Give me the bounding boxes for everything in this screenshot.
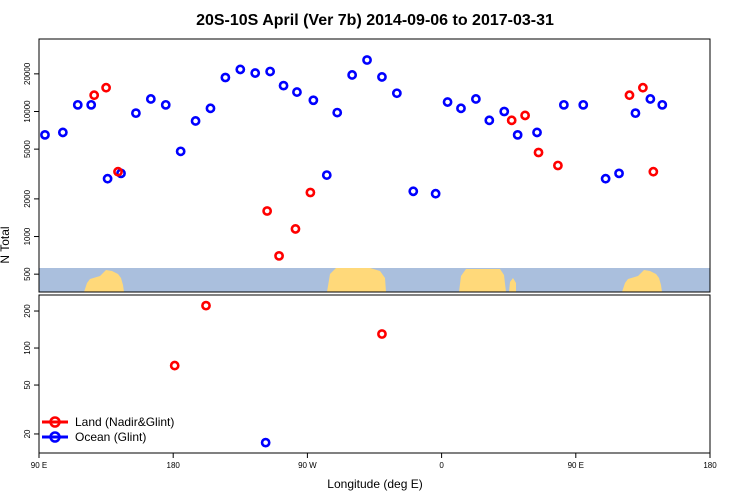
ocean-point [72, 99, 83, 110]
top-y-tick-label: 1000 [23, 227, 32, 245]
ocean-point [292, 87, 302, 97]
map-land-3 [509, 278, 516, 292]
ocean-point [321, 170, 332, 180]
ocean-point [600, 173, 611, 184]
ocean-point [220, 72, 231, 83]
chart-title: 20S-10S April (Ver 7b) 2014-09-06 to 201… [196, 12, 554, 29]
top-y-tick-label: 20000 [23, 62, 32, 85]
land-point [274, 250, 284, 261]
ocean-point [278, 80, 289, 91]
land-point-lower [377, 329, 387, 339]
legend-land-label: Land (Nadir&Glint) [75, 415, 174, 429]
x-axis: 90 E 180 90 W 0 90 E 180 [31, 453, 717, 470]
ocean-point [484, 115, 495, 126]
land-point [305, 187, 316, 198]
land-point [648, 166, 659, 177]
ocean-point [160, 99, 171, 110]
ocean-point [408, 186, 419, 197]
x-tick-label: 180 [703, 461, 717, 470]
ocean-point [131, 108, 141, 119]
bottom-y-tick-label: 200 [23, 304, 32, 318]
top-y-tick-label: 5000 [23, 140, 32, 158]
ocean-point [332, 107, 343, 118]
ocean-point [205, 103, 216, 114]
y-axis-label: N Total [0, 226, 12, 263]
legend-land-marker [49, 416, 61, 428]
land-point [113, 166, 123, 177]
ocean-point [175, 146, 186, 157]
ocean-point [470, 94, 481, 104]
ocean-point [442, 97, 453, 107]
ocean-point [308, 95, 319, 106]
ocean-point [190, 116, 201, 126]
x-tick-label: 90 E [568, 461, 584, 470]
data-points [40, 55, 668, 448]
x-tick-label: 90 W [298, 461, 317, 470]
bottom-y-tick-label: 100 [23, 341, 32, 355]
map-land-4 [622, 270, 662, 292]
ocean-point [235, 64, 246, 75]
land-point-lower [169, 360, 180, 371]
top-y-tick-label: 500 [23, 267, 32, 281]
ocean-point [499, 106, 510, 117]
land-point [201, 300, 211, 311]
bottom-y-tick-label: 50 [23, 380, 32, 389]
ocean-point [86, 99, 97, 110]
land-point [101, 82, 111, 93]
ocean-point [145, 94, 156, 104]
ocean-point [265, 66, 276, 77]
ocean-point [512, 129, 523, 140]
ocean-point [391, 88, 402, 99]
x-tick-label: 180 [167, 461, 181, 470]
x-tick-label: 90 E [31, 461, 47, 470]
land-point [533, 147, 544, 158]
land-point [520, 110, 531, 121]
land-point [553, 160, 563, 171]
x-tick-label: 0 [439, 461, 444, 470]
ocean-point [347, 70, 358, 80]
ocean-point [578, 99, 589, 110]
ocean-point [645, 94, 656, 104]
ocean-point [456, 103, 466, 114]
top-y-tick-label: 2000 [23, 189, 32, 207]
land-point [506, 115, 517, 126]
legend-ocean-marker [49, 431, 61, 443]
x-axis-label: Longitude (deg E) [327, 477, 422, 491]
ocean-point [614, 168, 624, 179]
ocean-point [250, 68, 261, 78]
top-panel-frame [38, 38, 711, 293]
ocean-point [362, 55, 372, 65]
world-map-strip [39, 268, 710, 292]
ocean-point [630, 108, 641, 119]
land-point [290, 224, 301, 234]
land-point [624, 90, 635, 101]
ocean-point [102, 173, 113, 184]
land-point [89, 90, 100, 101]
top-y-tick-label: 10000 [23, 100, 32, 123]
bottom-y-tick-label: 20 [23, 429, 32, 438]
land-point [262, 206, 273, 216]
ocean-point [657, 99, 668, 110]
map-land-1 [327, 268, 386, 292]
ocean-point [532, 127, 542, 138]
bottom-panel-frame [38, 294, 711, 454]
ocean-point [377, 72, 387, 82]
ocean-point [57, 127, 68, 138]
legend-ocean-label: Ocean (Glint) [75, 430, 146, 444]
ocean-point [40, 129, 50, 140]
ocean-point [558, 99, 569, 110]
map-land-2 [459, 269, 506, 292]
legend: Land (Nadir&Glint) Ocean (Glint) [42, 415, 174, 444]
ocean-point [430, 188, 441, 199]
bottom-y-axis: 20 50 100 200 [23, 304, 39, 438]
map-land-0 [84, 270, 124, 292]
ocean-point-lower [260, 437, 271, 448]
top-y-axis: 500 1000 2000 5000 10000 20000 [23, 62, 39, 281]
land-point [638, 82, 648, 93]
